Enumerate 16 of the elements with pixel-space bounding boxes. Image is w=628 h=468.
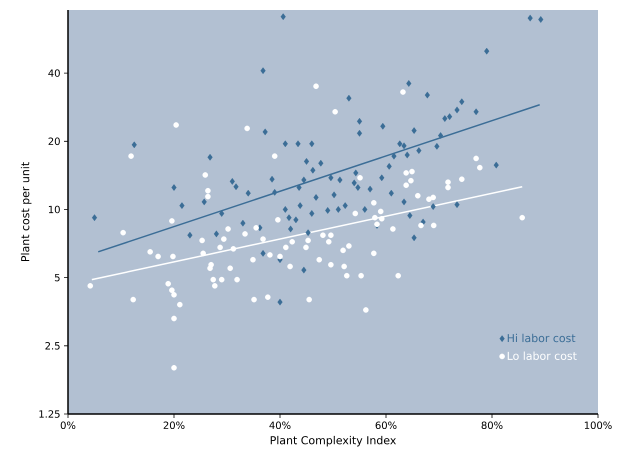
y-axis-title: Plant cost per unit bbox=[20, 162, 32, 262]
y-tick-label: 2.5 bbox=[45, 342, 60, 350]
x-tick-label: 100% bbox=[584, 421, 612, 430]
x-tick-label: 80% bbox=[482, 421, 503, 430]
x-tick-label: 40% bbox=[269, 421, 291, 430]
x-tick-label: 20% bbox=[164, 421, 185, 430]
x-axis-title: Plant Complexity Index bbox=[270, 436, 396, 446]
y-tick-label: 20 bbox=[48, 138, 60, 146]
y-tick-label: 1.25 bbox=[39, 410, 60, 418]
legend-label: Hi labor cost bbox=[508, 334, 576, 342]
x-tick-label: 60% bbox=[376, 421, 397, 430]
y-tick-label: 5 bbox=[54, 274, 60, 282]
x-tick-label: 0% bbox=[60, 421, 76, 430]
legend-label: Lo labor cost bbox=[508, 352, 577, 360]
y-tick-label: 40 bbox=[48, 69, 60, 77]
y-tick-label: 10 bbox=[48, 206, 60, 214]
